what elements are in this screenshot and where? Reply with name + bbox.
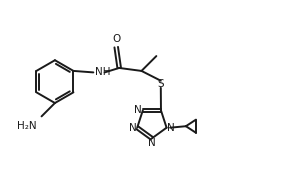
Text: N: N (134, 105, 142, 115)
Text: O: O (112, 34, 120, 44)
Text: S: S (158, 79, 164, 89)
Text: N: N (148, 137, 156, 148)
Text: NH: NH (95, 67, 110, 77)
Text: H₂N: H₂N (17, 121, 37, 131)
Text: N: N (167, 123, 175, 133)
Text: N: N (129, 123, 136, 133)
